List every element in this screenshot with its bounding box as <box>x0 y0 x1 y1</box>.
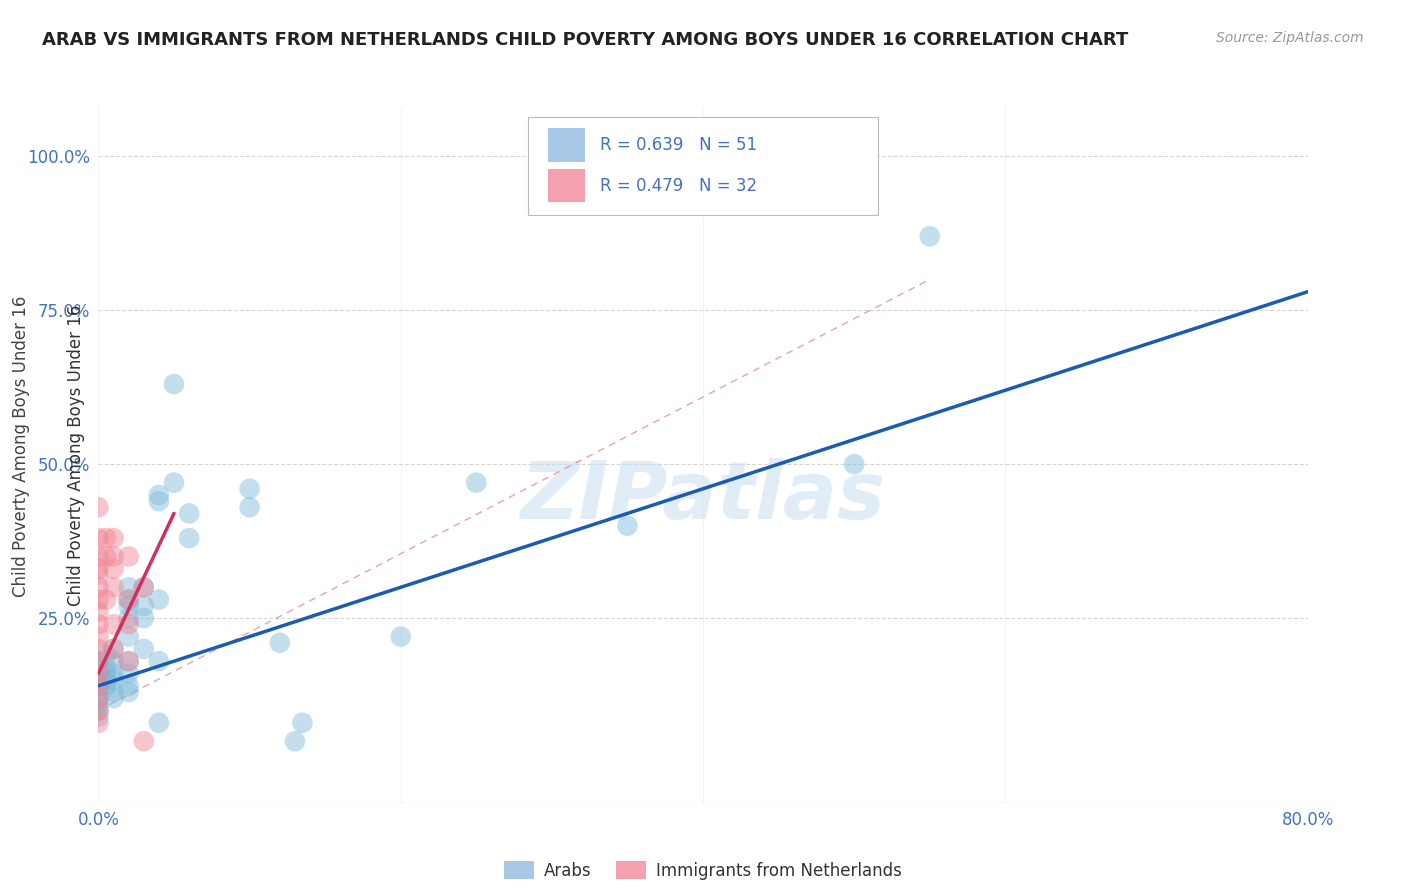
Point <box>87 500 110 515</box>
Point <box>269 636 291 650</box>
Point <box>103 666 125 681</box>
Point <box>103 549 125 564</box>
Point <box>239 482 262 496</box>
Point <box>87 691 110 706</box>
FancyBboxPatch shape <box>527 118 879 215</box>
Point <box>118 630 141 644</box>
Point <box>118 580 141 594</box>
Point <box>132 641 155 656</box>
Point <box>103 580 125 594</box>
Point <box>87 562 110 576</box>
Point <box>103 562 125 576</box>
Point <box>103 641 125 656</box>
Point <box>103 685 125 699</box>
Point <box>87 654 110 668</box>
Point <box>844 457 866 471</box>
Point <box>94 592 117 607</box>
Point <box>87 641 110 656</box>
Point <box>118 685 141 699</box>
Point <box>87 605 110 619</box>
Point <box>87 666 110 681</box>
Point <box>103 691 125 706</box>
Point <box>148 592 170 607</box>
Point <box>87 703 110 717</box>
Point <box>118 654 141 668</box>
Text: R = 0.479   N = 32: R = 0.479 N = 32 <box>600 177 758 194</box>
Point <box>239 500 262 515</box>
Point <box>87 709 110 723</box>
Point <box>94 648 117 662</box>
Point <box>103 531 125 545</box>
Point <box>132 734 155 748</box>
Point <box>94 666 117 681</box>
Point <box>163 475 186 490</box>
Point <box>148 715 170 730</box>
Text: Child Poverty Among Boys Under 16: Child Poverty Among Boys Under 16 <box>13 295 30 597</box>
Text: Source: ZipAtlas.com: Source: ZipAtlas.com <box>1216 31 1364 45</box>
Point <box>87 580 110 594</box>
Point <box>87 685 110 699</box>
Point <box>87 617 110 632</box>
Point <box>465 475 488 490</box>
Point <box>118 679 141 693</box>
Point <box>87 679 110 693</box>
Point <box>118 666 141 681</box>
Point <box>284 734 307 748</box>
Point <box>94 679 117 693</box>
Point <box>118 611 141 625</box>
Point <box>118 617 141 632</box>
Point <box>87 549 110 564</box>
Point <box>87 592 110 607</box>
Point <box>87 654 110 668</box>
Bar <box>548 169 585 202</box>
Point <box>87 691 110 706</box>
Point <box>179 507 201 521</box>
Point <box>94 549 117 564</box>
Point <box>118 592 141 607</box>
Point <box>132 580 155 594</box>
Point <box>94 673 117 687</box>
Text: R = 0.639   N = 51: R = 0.639 N = 51 <box>600 136 758 154</box>
Point <box>103 654 125 668</box>
Point <box>87 531 110 545</box>
Point <box>94 531 117 545</box>
Point <box>94 660 117 674</box>
Point <box>87 568 110 582</box>
Point <box>148 494 170 508</box>
Point <box>87 660 110 674</box>
Point <box>103 617 125 632</box>
Point <box>389 630 412 644</box>
Text: ARAB VS IMMIGRANTS FROM NETHERLANDS CHILD POVERTY AMONG BOYS UNDER 16 CORRELATIO: ARAB VS IMMIGRANTS FROM NETHERLANDS CHIL… <box>42 31 1129 49</box>
Point <box>616 518 638 533</box>
Point <box>132 580 155 594</box>
Point <box>87 703 110 717</box>
Point <box>163 377 186 392</box>
Point <box>118 549 141 564</box>
Point <box>132 599 155 613</box>
Point <box>87 715 110 730</box>
Point <box>87 679 110 693</box>
Point <box>103 641 125 656</box>
Y-axis label: Child Poverty Among Boys Under 16: Child Poverty Among Boys Under 16 <box>66 304 84 606</box>
Point <box>118 592 141 607</box>
Point <box>132 611 155 625</box>
Point <box>148 488 170 502</box>
Point <box>87 630 110 644</box>
Point <box>291 715 314 730</box>
Legend: Arabs, Immigrants from Netherlands: Arabs, Immigrants from Netherlands <box>498 855 908 887</box>
Point <box>148 654 170 668</box>
Point <box>118 654 141 668</box>
Point <box>87 673 110 687</box>
Point <box>179 531 201 545</box>
Bar <box>548 128 585 161</box>
Point <box>103 673 125 687</box>
Point <box>118 599 141 613</box>
Text: ZIPatlas: ZIPatlas <box>520 458 886 536</box>
Point <box>87 698 110 712</box>
Point <box>918 229 941 244</box>
